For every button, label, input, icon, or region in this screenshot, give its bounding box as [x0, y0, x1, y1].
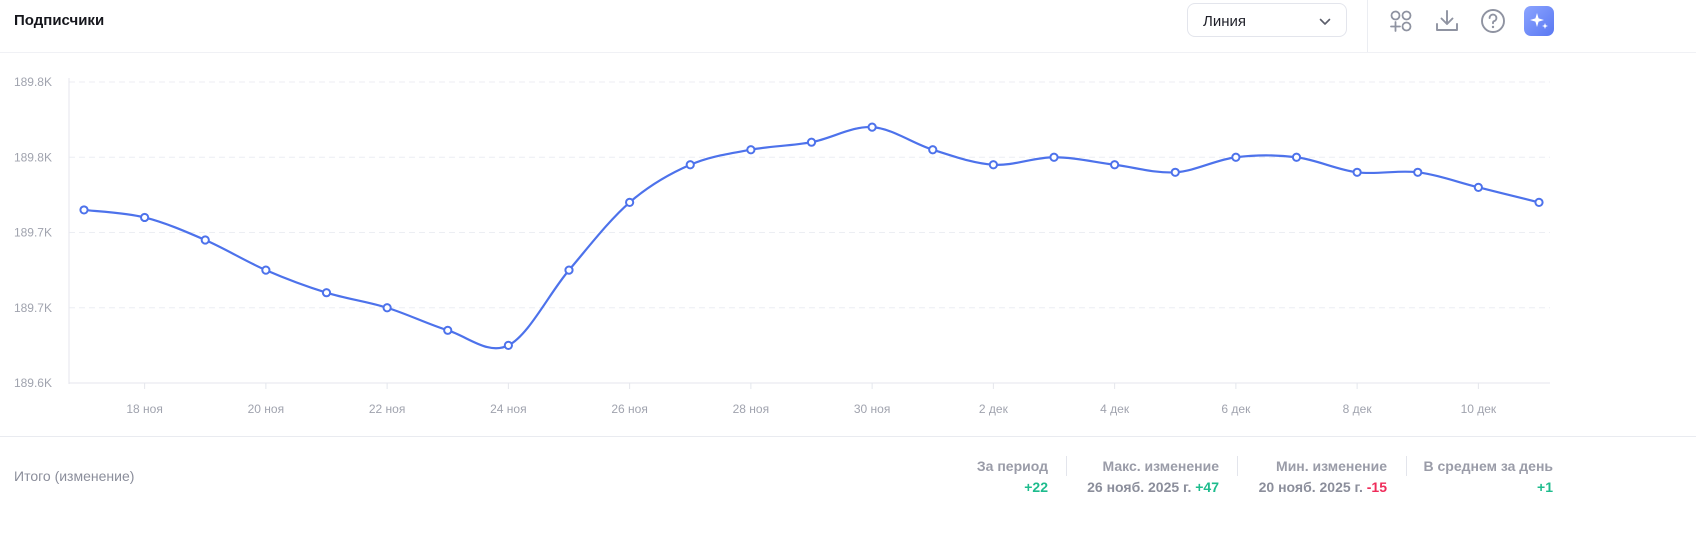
- stat-heading: Макс. изменение: [1102, 458, 1219, 474]
- series-line: [83, 126, 1540, 350]
- page-title: Подписчики: [14, 12, 105, 29]
- chart-type-select-value: Линия: [1203, 13, 1247, 30]
- data-point[interactable]: [1352, 167, 1362, 177]
- header-divider: [1367, 0, 1368, 52]
- x-tick-label: 2 дек: [979, 402, 1009, 416]
- data-point[interactable]: [685, 160, 695, 170]
- data-point[interactable]: [1291, 152, 1302, 162]
- stat-min-change: Мин. изменение 20 нояб. 2025 г. -15: [1259, 458, 1387, 496]
- data-point[interactable]: [867, 122, 877, 132]
- data-point[interactable]: [564, 265, 574, 275]
- x-tick-label: 20 ноя: [248, 402, 284, 416]
- stat-divider: [1406, 456, 1407, 476]
- x-tick-label: 22 ноя: [369, 402, 405, 416]
- x-tick-label: 26 ноя: [611, 402, 647, 416]
- data-point[interactable]: [261, 265, 271, 275]
- x-tick-label: 30 ноя: [854, 402, 890, 416]
- stat-value: +22: [1024, 479, 1048, 495]
- grid-lines: [69, 81, 1550, 309]
- data-point[interactable]: [1110, 160, 1120, 170]
- y-tick-label: 189.8K: [14, 150, 52, 164]
- stat-daily-average: В среднем за день +1: [1424, 458, 1554, 496]
- data-point[interactable]: [806, 137, 817, 147]
- data-point[interactable]: [382, 303, 392, 313]
- y-axis-labels: 189.6K 189.7K 189.7K 189.8K 189.8K: [14, 75, 52, 390]
- stat-prefix: 20 нояб. 2025 г.: [1258, 479, 1367, 495]
- stat-value: +1: [1537, 479, 1553, 495]
- x-tick-label: 24 ноя: [490, 402, 526, 416]
- chevron-down-icon: [1319, 18, 1331, 25]
- stat-divider: [1237, 456, 1238, 476]
- stat-prefix: 26 нояб. 2025 г.: [1087, 479, 1196, 495]
- y-tick-label: 189.6K: [14, 376, 52, 390]
- data-point[interactable]: [1473, 182, 1483, 192]
- stat-max-change: Макс. изменение 26 нояб. 2025 г. +47: [1087, 458, 1219, 496]
- summary-label: Итого (изменение): [14, 468, 135, 484]
- stat-heading: Мин. изменение: [1276, 458, 1387, 474]
- data-point[interactable]: [443, 325, 453, 335]
- data-point[interactable]: [1231, 152, 1241, 162]
- data-point[interactable]: [200, 235, 210, 245]
- stat-value: +47: [1195, 479, 1219, 495]
- summary-footer: Итого (изменение) За период +22 Макс. из…: [0, 436, 1696, 551]
- data-point[interactable]: [79, 205, 89, 215]
- stat-heading: В среднем за день: [1423, 458, 1554, 474]
- ai-sparkle-icon: [1530, 13, 1548, 29]
- data-point[interactable]: [1049, 152, 1059, 162]
- data-point[interactable]: [988, 160, 998, 170]
- stat-period: За период +22: [977, 458, 1048, 496]
- data-points: [79, 122, 1544, 350]
- data-point[interactable]: [1170, 167, 1180, 177]
- stat-heading: За период: [976, 458, 1048, 474]
- data-point[interactable]: [1534, 197, 1544, 207]
- chart-type-select[interactable]: Линия: [1187, 3, 1347, 37]
- line-chart: 189.6K 189.7K 189.7K 189.8K 189.8K 18 ноя 20 …: [14, 75, 1550, 416]
- y-tick-label: 189.7K: [14, 301, 52, 315]
- x-tick-label: 4 дек: [1100, 402, 1130, 416]
- stat-divider: [1066, 456, 1067, 476]
- x-tick-label: 8 дек: [1343, 402, 1373, 416]
- y-tick-label: 189.7K: [14, 226, 52, 240]
- x-tick-label: 28 ноя: [733, 402, 769, 416]
- stat-value: -15: [1366, 479, 1387, 495]
- data-point[interactable]: [1413, 167, 1423, 177]
- y-tick-label: 189.8K: [14, 75, 52, 89]
- x-axis-labels: 18 ноя 20 ноя 22 ноя 24 ноя 26 ноя 28 ноя 30 н…: [126, 383, 1497, 416]
- x-tick-label: 18 ноя: [126, 402, 162, 416]
- data-point[interactable]: [321, 288, 332, 298]
- x-tick-label: 6 дек: [1221, 402, 1251, 416]
- data-point[interactable]: [140, 212, 150, 223]
- x-tick-label: 10 дек: [1461, 402, 1497, 416]
- data-point[interactable]: [746, 145, 756, 155]
- data-point[interactable]: [928, 145, 938, 155]
- data-point[interactable]: [625, 197, 635, 207]
- chart-header: Подписчики Линия: [0, 0, 1696, 53]
- ai-assistant-button[interactable]: [1524, 6, 1554, 36]
- download-icon[interactable]: [1432, 6, 1462, 36]
- grid-plus-icon[interactable]: [1386, 6, 1416, 36]
- help-icon[interactable]: [1478, 6, 1508, 36]
- axes: [68, 78, 1550, 384]
- data-point[interactable]: [503, 340, 513, 350]
